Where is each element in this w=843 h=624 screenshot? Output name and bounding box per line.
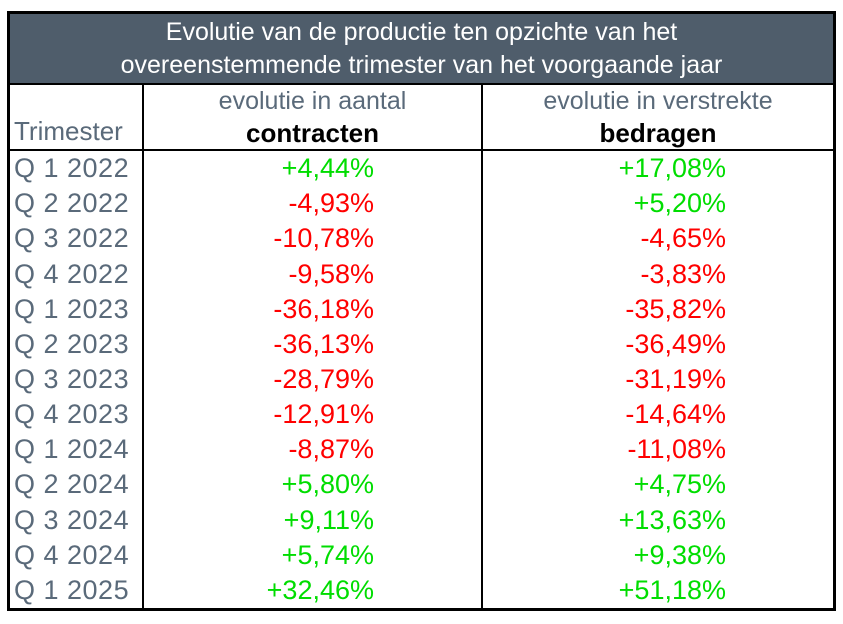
quarter-label: Q 1 2024	[10, 432, 144, 468]
column-header-amounts-line2: bedragen	[599, 117, 717, 148]
quarter-label: Q 3 2024	[10, 502, 144, 538]
quarter-label: Q 3 2023	[10, 361, 144, 398]
quarter-label: Q 4 2024	[10, 537, 144, 573]
contracts-value: -36,13%	[144, 326, 483, 362]
quarter-label: Q 1 2022	[10, 151, 144, 187]
table-row: Q 4 2023 -12,91% -14,64%	[10, 397, 833, 433]
table-row: Q 4 2024 +5,74% +9,38%	[10, 537, 833, 573]
contracts-value: -8,87%	[144, 432, 483, 468]
column-header-contracts: evolutie in aantal contracten	[144, 85, 483, 149]
column-header-row: Trimester evolutie in aantal contracten …	[10, 85, 833, 151]
quarter-label: Q 1 2023	[10, 291, 144, 327]
contracts-value: -10,78%	[144, 221, 483, 257]
table-row: Q 1 2022 +4,44% +17,08%	[10, 151, 833, 187]
contracts-value: -9,58%	[144, 256, 483, 292]
contracts-value: -28,79%	[144, 361, 483, 398]
table-row: Q 1 2023 -36,18% -35,82%	[10, 291, 833, 327]
column-header-trimester: Trimester	[10, 85, 144, 149]
table-row: Q 2 2023 -36,13% -36,49%	[10, 326, 833, 362]
table-row: Q 1 2024 -8,87% -11,08%	[10, 432, 833, 468]
contracts-value: +5,74%	[144, 537, 483, 573]
table-body: Q 1 2022 +4,44% +17,08% Q 2 2022 -4,93% …	[10, 151, 833, 609]
column-header-contracts-line1: evolutie in aantal	[218, 86, 407, 115]
quarter-label: Q 1 2025	[10, 572, 144, 609]
table-row: Q 2 2024 +5,80% +4,75%	[10, 467, 833, 503]
amounts-value: -35,82%	[625, 293, 726, 324]
amounts-value: +17,08%	[618, 153, 726, 184]
amounts-value: +4,75%	[633, 469, 726, 500]
table-row: Q 3 2022 -10,78% -4,65%	[10, 221, 833, 257]
contracts-value: +5,80%	[144, 467, 483, 503]
quarter-label: Q 4 2022	[10, 256, 144, 292]
contracts-value: +9,11%	[144, 502, 483, 538]
quarter-label: Q 3 2022	[10, 221, 144, 257]
contracts-value: +4,44%	[144, 151, 483, 187]
amounts-value: +13,63%	[618, 504, 726, 535]
amounts-value: -4,65%	[640, 223, 726, 254]
production-evolution-table: Evolutie van de productie ten opzichte v…	[7, 11, 836, 611]
column-header-amounts-line1: evolutie in verstrekte	[543, 86, 773, 115]
table-title-line2: overeenstemmende trimester van het voorg…	[120, 50, 723, 79]
contracts-value: +32,46%	[144, 572, 483, 609]
amounts-value: -14,64%	[625, 399, 726, 430]
amounts-value: -11,08%	[627, 434, 726, 465]
table-row: Q 4 2022 -9,58% -3,83%	[10, 256, 833, 292]
quarter-label: Q 2 2022	[10, 186, 144, 222]
table-row: Q 2 2022 -4,93% +5,20%	[10, 186, 833, 222]
quarter-label: Q 2 2024	[10, 467, 144, 503]
table-row: Q 3 2024 +9,11% +13,63%	[10, 502, 833, 538]
contracts-value: -4,93%	[144, 186, 483, 222]
amounts-value: -36,49%	[625, 328, 726, 359]
amounts-value: +9,38%	[633, 539, 726, 570]
table-title-line1: Evolutie van de productie ten opzichte v…	[165, 17, 678, 46]
column-header-contracts-line2: contracten	[246, 117, 379, 148]
contracts-value: -36,18%	[144, 291, 483, 327]
amounts-value: +5,20%	[633, 188, 726, 219]
table-title: Evolutie van de productie ten opzichte v…	[10, 14, 833, 85]
quarter-label: Q 4 2023	[10, 397, 144, 433]
contracts-value: -12,91%	[144, 397, 483, 433]
table-row: Q 3 2023 -28,79% -31,19%	[10, 361, 833, 398]
amounts-value: -3,83%	[640, 258, 726, 289]
amounts-value: -31,19%	[625, 364, 726, 395]
table-row: Q 1 2025 +32,46% +51,18%	[10, 572, 833, 609]
column-header-amounts: evolutie in verstrekte bedragen	[483, 85, 833, 149]
quarter-label: Q 2 2023	[10, 326, 144, 362]
amounts-value: +51,18%	[618, 574, 726, 605]
